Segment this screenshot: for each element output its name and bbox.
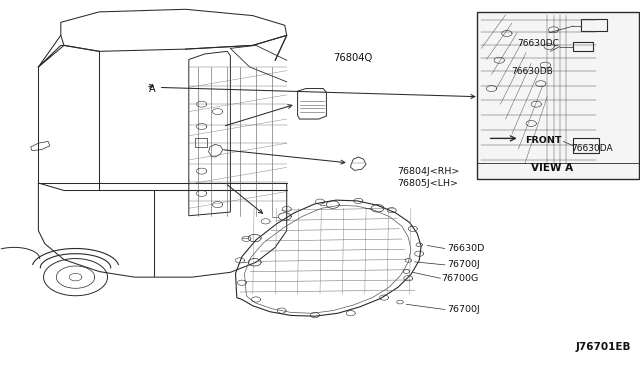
Text: 76700J: 76700J [447,260,479,269]
Text: A: A [148,84,155,93]
Text: 76630D: 76630D [447,244,484,253]
Bar [477,12,639,179]
Bar [573,42,593,51]
Text: VIEW A: VIEW A [531,163,573,173]
Bar [581,19,607,31]
Text: 76630DB: 76630DB [511,67,552,76]
Bar [573,138,599,153]
Text: 76630DC: 76630DC [517,39,559,48]
Bar [195,138,207,147]
Text: 76700J: 76700J [447,305,479,314]
Text: 76805J<LH>: 76805J<LH> [397,179,458,188]
Text: FRONT: FRONT [525,136,561,145]
Text: 76700G: 76700G [442,274,479,283]
Text: 76804J<RH>: 76804J<RH> [397,167,459,176]
Text: J76701EB: J76701EB [576,342,632,352]
Text: 76630DA: 76630DA [571,144,612,153]
Text: 76804Q: 76804Q [333,53,372,62]
